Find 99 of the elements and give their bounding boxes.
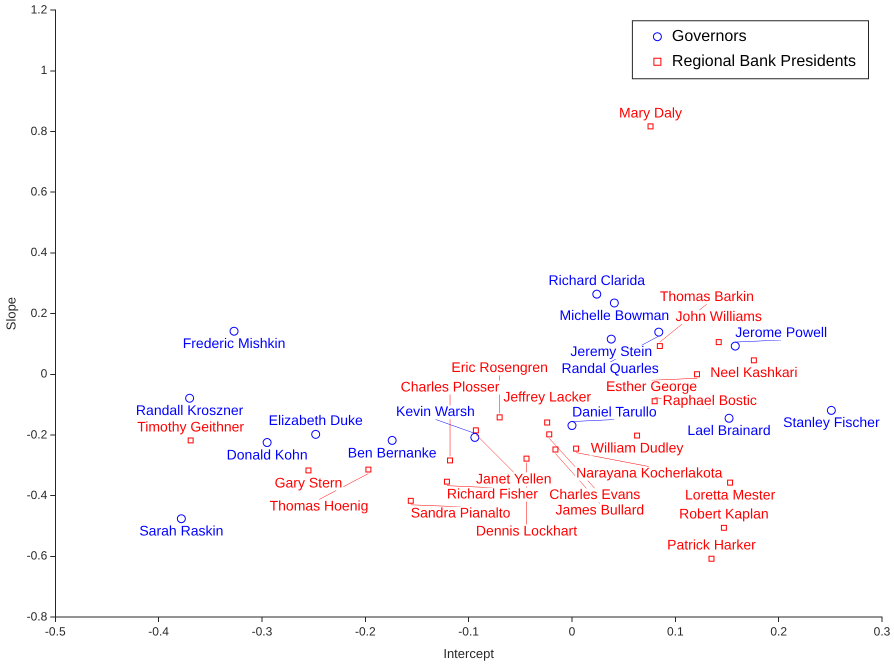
annotation: Mary Daly (619, 104, 682, 120)
annotation: Robert Kaplan (679, 506, 769, 522)
y-tick-label: -0.8 (26, 609, 48, 624)
annotation: Neel Kashkari (710, 364, 798, 380)
annotation: Gary Stern (274, 474, 342, 490)
annotation: Frederic Mishkin (182, 335, 286, 352)
point (388, 436, 397, 445)
annotation: Elizabeth Duke (268, 412, 363, 428)
point (694, 371, 700, 378)
point (724, 414, 734, 423)
point (524, 456, 530, 462)
point (544, 420, 550, 426)
x-tick-label: 0 (568, 624, 576, 639)
annotation: Sarah Raskin (139, 522, 224, 539)
annotation: Esther George (606, 378, 698, 394)
point (472, 427, 479, 434)
point (750, 357, 757, 364)
y-tick-label: -0.4 (26, 488, 48, 502)
point (552, 446, 558, 452)
x-tick-label: -0.2 (354, 624, 376, 639)
annotation: Patrick Harker (667, 536, 756, 553)
annotation: John Williams (676, 308, 762, 324)
point (185, 394, 194, 403)
point (188, 437, 194, 444)
annotation: Sandra Pianalto (410, 504, 511, 521)
point (606, 334, 616, 344)
y-tick-label: 0 (40, 366, 48, 381)
point (573, 446, 580, 452)
y-tick-label: 0.6 (30, 184, 48, 199)
point (730, 342, 740, 351)
y-tick-label: 1.2 (30, 2, 48, 17)
y-axis-title: Slope (3, 296, 18, 330)
annotation: Charles Evans (549, 486, 640, 502)
annotation: Lael Brainard (687, 422, 771, 438)
annotation: Daniel Tarullo (572, 403, 657, 420)
point (648, 123, 654, 130)
annotation: Jeffrey Lacker (503, 388, 592, 404)
point (365, 466, 372, 473)
point (727, 480, 734, 486)
point (610, 298, 619, 308)
x-tick-label: -0.3 (252, 624, 273, 639)
x-tick-label: 0.2 (770, 624, 788, 639)
y-tick-label: 1 (40, 63, 48, 78)
y-tick-label: 0.2 (30, 306, 48, 320)
annotation: Ben Bernanke (348, 444, 437, 460)
point (447, 457, 454, 464)
x-tick-label: -0.1 (458, 624, 480, 639)
annotation: James Bullard (555, 501, 644, 518)
annotation: Timothy Geithner (137, 418, 244, 434)
y-tick-label: 0.8 (30, 124, 48, 138)
point (176, 514, 186, 524)
legend-label: Governors (672, 28, 747, 46)
x-tick-label: 0.3 (874, 624, 891, 639)
annotation: Jeremy Stein (570, 342, 652, 359)
point (708, 556, 714, 562)
y-tick-label: -0.2 (26, 427, 48, 442)
x-tick-label: -0.4 (148, 624, 170, 639)
annotation: William Dudley (590, 439, 684, 456)
annotation: Stanley Fischer (783, 414, 880, 430)
point (470, 432, 480, 442)
point (311, 430, 320, 439)
annotation: Kevin Warsh (396, 403, 475, 420)
y-tick-label: 0.4 (30, 245, 48, 260)
annotation: Thomas Hoenig (270, 497, 368, 514)
point (496, 414, 503, 420)
annotation: Charles Plosser (400, 378, 500, 394)
annotation: Jerome Powell (735, 324, 828, 340)
point (716, 339, 722, 346)
point (656, 343, 663, 350)
point (654, 328, 664, 337)
point (567, 421, 576, 430)
y-tick-label: -0.6 (26, 548, 48, 563)
point (720, 524, 727, 531)
point (262, 438, 272, 448)
annotation: Donald Kohn (226, 446, 308, 462)
annotation: Michelle Bowman (559, 306, 670, 323)
annotation: Eric Rosengren (451, 359, 548, 376)
point (230, 326, 239, 336)
annotation: Narayana Kocherlakota (576, 464, 723, 480)
annotation: Thomas Barkin (660, 288, 754, 304)
point (826, 406, 836, 415)
annotation: Randal Quarles (562, 360, 659, 376)
point (652, 398, 658, 404)
point (305, 467, 312, 474)
x-axis-title: Intercept (443, 646, 494, 661)
annotation: Richard Fisher (446, 486, 538, 502)
annotation: Janet Yellen (476, 470, 552, 486)
point (408, 498, 414, 504)
x-tick-label: -0.5 (44, 624, 66, 639)
point (546, 431, 552, 438)
legend-label: Regional Bank Presidents (672, 53, 856, 70)
x-tick-label: 0.1 (666, 624, 684, 639)
point (592, 290, 602, 299)
point (634, 432, 640, 439)
annotation: Randall Kroszner (136, 402, 244, 418)
annotation: Loretta Mester (684, 486, 776, 502)
point (444, 478, 450, 485)
annotation: Dennis Lockhart (476, 522, 578, 538)
annotation: Richard Clarida (548, 272, 646, 288)
